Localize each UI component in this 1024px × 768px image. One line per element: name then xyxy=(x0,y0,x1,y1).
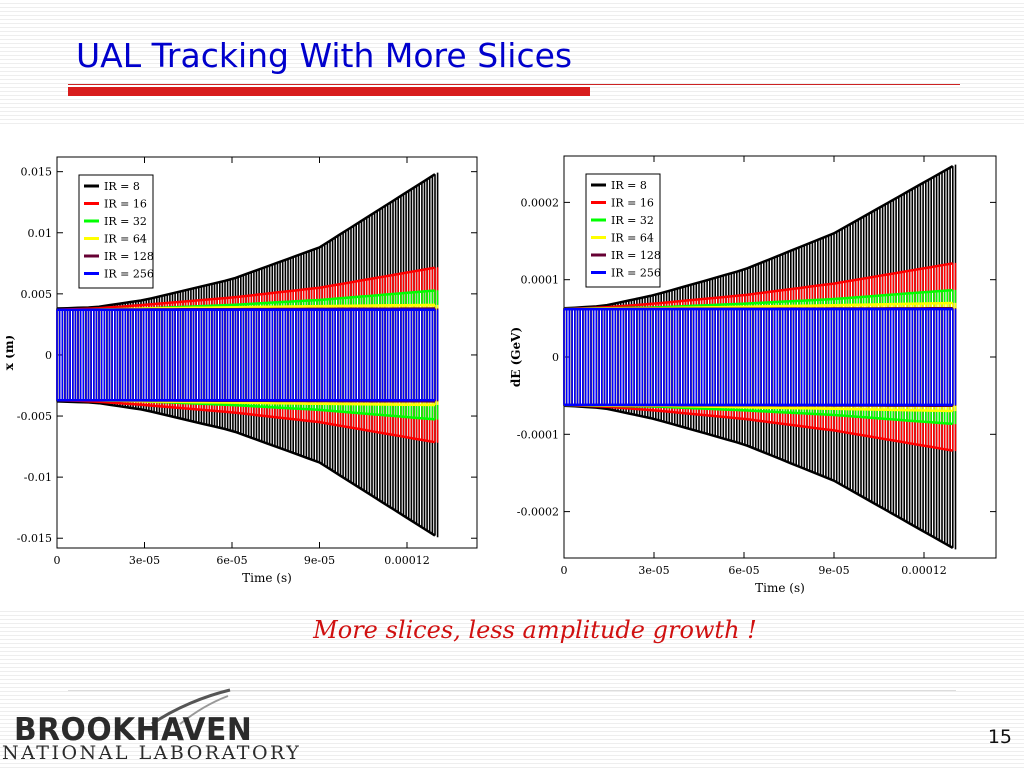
chart0-y-tick-label: -0.005 xyxy=(17,410,52,423)
chart1-series-0-envelope-bottom xyxy=(563,404,954,549)
chart1-y-tick-label: -0.0002 xyxy=(517,506,559,519)
logo-sub-text: NATIONAL LABORATORY xyxy=(2,742,302,764)
chart1-x-axis-label: Time (s) xyxy=(755,581,805,595)
logo-swoosh-icon xyxy=(151,688,231,726)
chart0-legend-label: IR = 64 xyxy=(104,233,147,246)
chart1-y-tick-label: 0.0001 xyxy=(521,274,560,287)
chart0-x-tick-label: 3e-05 xyxy=(129,554,160,567)
chart1-legend-label: IR = 128 xyxy=(611,249,661,262)
chart1-y-tick-label: 0 xyxy=(552,351,559,364)
chart-de-vs-time: 0 3e-05 6e-05 9e-05 0.00012 -0.0002 -0.0001 0 0.… xyxy=(510,152,1002,602)
slide-caption: More slices, less amplitude growth ! xyxy=(313,616,757,644)
chart0-x-tick-label: 9e-05 xyxy=(304,554,335,567)
chart0-y-tick-label: 0.005 xyxy=(21,288,53,301)
chart1-series-0-envelope-top xyxy=(563,165,954,310)
chart1-legend-label: IR = 32 xyxy=(611,214,654,227)
chart0-legend-label: IR = 128 xyxy=(104,250,154,263)
chart-x-vs-time: 0 3e-05 6e-05 9e-05 0.00012 -0.015 -0.01 -0.005… xyxy=(6,153,484,598)
title-rule-thin xyxy=(68,84,960,85)
chart1-legend-box xyxy=(585,173,661,288)
page-number: 15 xyxy=(987,726,1012,748)
chart0-y-tick-label: -0.015 xyxy=(17,532,52,545)
brookhaven-logo: BROOKHAVEN NATIONAL LABORATORY xyxy=(0,688,300,768)
chart1-y-tick-label: -0.0001 xyxy=(517,428,559,441)
chart1-x-tick-label: 3e-05 xyxy=(638,564,669,577)
chart0-legend-label: IR = 8 xyxy=(104,180,140,193)
chart0-x-tick-label: 0 xyxy=(54,554,61,567)
chart1-legend-label: IR = 64 xyxy=(611,232,654,245)
chart0-legend-box xyxy=(78,174,154,289)
chart1-series-5 xyxy=(563,309,957,405)
chart0-series-5 xyxy=(56,309,439,401)
title-rule-thick xyxy=(68,87,590,96)
chart1-series-1-envelope-bottom xyxy=(563,403,954,452)
chart0-legend-label: IR = 256 xyxy=(104,268,154,281)
chart1-x-tick-label: 0 xyxy=(561,564,568,577)
chart0-y-tick-label: 0.015 xyxy=(21,166,53,179)
chart1-legend-label: IR = 16 xyxy=(611,197,654,210)
chart1-y-tick-label: 0.0002 xyxy=(521,196,560,209)
chart0-series-0-envelope-top xyxy=(56,173,436,310)
slide-title: UAL Tracking With More Slices xyxy=(76,36,573,75)
chart1-y-axis-label: dE (GeV) xyxy=(510,327,523,387)
chart0-series-0-envelope-bottom xyxy=(56,400,436,537)
chart1-legend-label: IR = 8 xyxy=(611,179,647,192)
logo-main-text: BROOKHAVEN xyxy=(14,712,253,748)
chart0-x-tick-label: 6e-05 xyxy=(216,554,247,567)
chart1-series-1-envelope-top xyxy=(563,262,954,311)
chart0-y-tick-label: 0.01 xyxy=(28,227,53,240)
chart0-legend-label: IR = 32 xyxy=(104,215,147,228)
chart0-series-1-envelope-top xyxy=(56,266,436,311)
chart0-y-tick-label: -0.01 xyxy=(24,471,52,484)
chart0-y-axis-label: x (m) xyxy=(6,335,16,370)
chart0-x-tick-label: 0.00012 xyxy=(384,554,430,567)
chart0-legend-label: IR = 16 xyxy=(104,198,147,211)
chart0-x-axis-label: Time (s) xyxy=(242,571,292,585)
chart0-series-1-envelope-bottom xyxy=(56,398,436,444)
chart0-y-tick-label: 0 xyxy=(45,349,52,362)
chart1-x-tick-label: 6e-05 xyxy=(728,564,759,577)
chart1-x-tick-label: 0.00012 xyxy=(901,564,947,577)
footer-rule xyxy=(68,690,956,691)
chart1-x-tick-label: 9e-05 xyxy=(818,564,849,577)
chart1-legend-label: IR = 256 xyxy=(611,267,661,280)
